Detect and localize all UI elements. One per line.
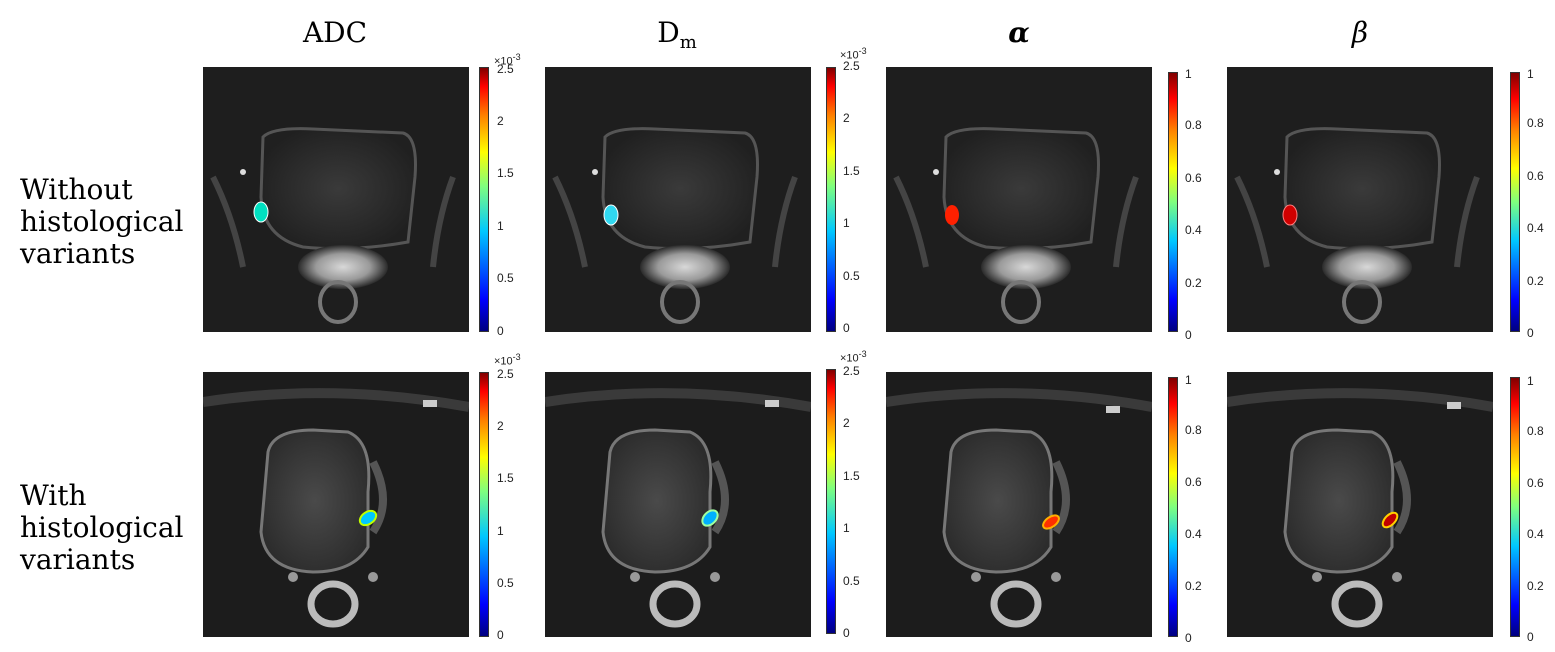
- tick-label: 0.4: [1527, 221, 1544, 235]
- row-label-without-variants: Without histological variants: [20, 173, 184, 270]
- tick-label: 2.5: [497, 62, 514, 76]
- tick-label: 1: [1527, 67, 1534, 81]
- tick-label: 2: [497, 114, 504, 128]
- mri-panel-dm-row1: [545, 67, 811, 332]
- mri-panel-dm-row2: [545, 372, 811, 637]
- tick-label: 1.5: [497, 166, 514, 180]
- tick-label: 2.5: [497, 367, 514, 381]
- tick-label: 1: [497, 524, 504, 538]
- tick-label: 0.6: [1527, 476, 1544, 490]
- colorbar-multiplier: ×10-3: [494, 52, 521, 68]
- tick-label: 0.6: [1185, 475, 1202, 489]
- tick-label: 0.4: [1527, 527, 1544, 541]
- tick-label: 2: [843, 416, 850, 430]
- column-title-alpha: α: [1008, 16, 1030, 49]
- tick-label: 1: [1185, 67, 1192, 81]
- tick-label: 2: [843, 111, 850, 125]
- tick-label: 0.6: [1185, 171, 1202, 185]
- colorbar-alpha-row2: [1168, 377, 1178, 637]
- tick-label: 0.2: [1527, 579, 1544, 593]
- tick-label: 0.5: [497, 271, 514, 285]
- colorbar-dm-row1: [826, 67, 836, 332]
- tick-label: 1.5: [843, 469, 860, 483]
- tick-label: 0.4: [1185, 223, 1202, 237]
- colorbar-adc-row1: [479, 67, 489, 332]
- tick-label: 2.5: [843, 59, 860, 73]
- tick-label: 0: [1185, 631, 1192, 645]
- colorbar-adc-row2: [479, 372, 489, 637]
- mri-panel-alpha-row2: [886, 372, 1152, 637]
- tick-label: 2.5: [843, 364, 860, 378]
- mri-panel-adc-row1: [203, 67, 469, 332]
- colorbar-multiplier: ×10-3: [494, 352, 521, 368]
- tick-label: 1: [1527, 374, 1534, 388]
- tick-label: 0: [1527, 630, 1534, 644]
- colorbar-multiplier: ×10-3: [840, 46, 867, 62]
- tick-label: 1.5: [497, 471, 514, 485]
- tick-label: 0: [497, 628, 504, 642]
- tick-label: 0.6: [1527, 169, 1544, 183]
- colorbar-multiplier: ×10-3: [840, 349, 867, 365]
- column-title-adc: ADC: [302, 16, 368, 49]
- tick-label: 1: [497, 219, 504, 233]
- colorbar-alpha-row1: [1168, 72, 1178, 332]
- mri-panel-beta-row1: [1227, 67, 1493, 332]
- tick-label: 2: [497, 419, 504, 433]
- tick-label: 1.5: [843, 164, 860, 178]
- tick-label: 0.5: [843, 269, 860, 283]
- tick-label: 0.8: [1185, 118, 1202, 132]
- mri-panel-beta-row2: [1227, 372, 1493, 637]
- row-label-with-variants: With histological variants: [20, 479, 184, 576]
- tick-label: 0.2: [1527, 274, 1544, 288]
- mri-panel-alpha-row1: [886, 67, 1152, 332]
- tick-label: 0: [843, 626, 850, 640]
- colorbar-beta-row1: [1510, 72, 1520, 332]
- tick-label: 1: [843, 216, 850, 230]
- tick-label: 0: [1527, 326, 1534, 340]
- tick-label: 0.2: [1185, 276, 1202, 290]
- colorbar-beta-row2: [1510, 377, 1520, 637]
- column-title-dm: Dm: [657, 16, 697, 53]
- tick-label: 0.2: [1185, 579, 1202, 593]
- tick-label: 0.5: [497, 576, 514, 590]
- tick-label: 0.5: [843, 574, 860, 588]
- tick-label: 0: [497, 324, 504, 338]
- tick-label: 1: [843, 521, 850, 535]
- tick-label: 0.8: [1527, 116, 1544, 130]
- tick-label: 0: [843, 321, 850, 335]
- tick-label: 0: [1185, 328, 1192, 342]
- colorbar-dm-row2: [826, 369, 836, 634]
- column-title-beta: β: [1351, 16, 1369, 49]
- mri-panel-adc-row2: [203, 372, 469, 637]
- tick-label: 1: [1185, 373, 1192, 387]
- tick-label: 0.4: [1185, 527, 1202, 541]
- tick-label: 0.8: [1185, 423, 1202, 437]
- tick-label: 0.8: [1527, 424, 1544, 438]
